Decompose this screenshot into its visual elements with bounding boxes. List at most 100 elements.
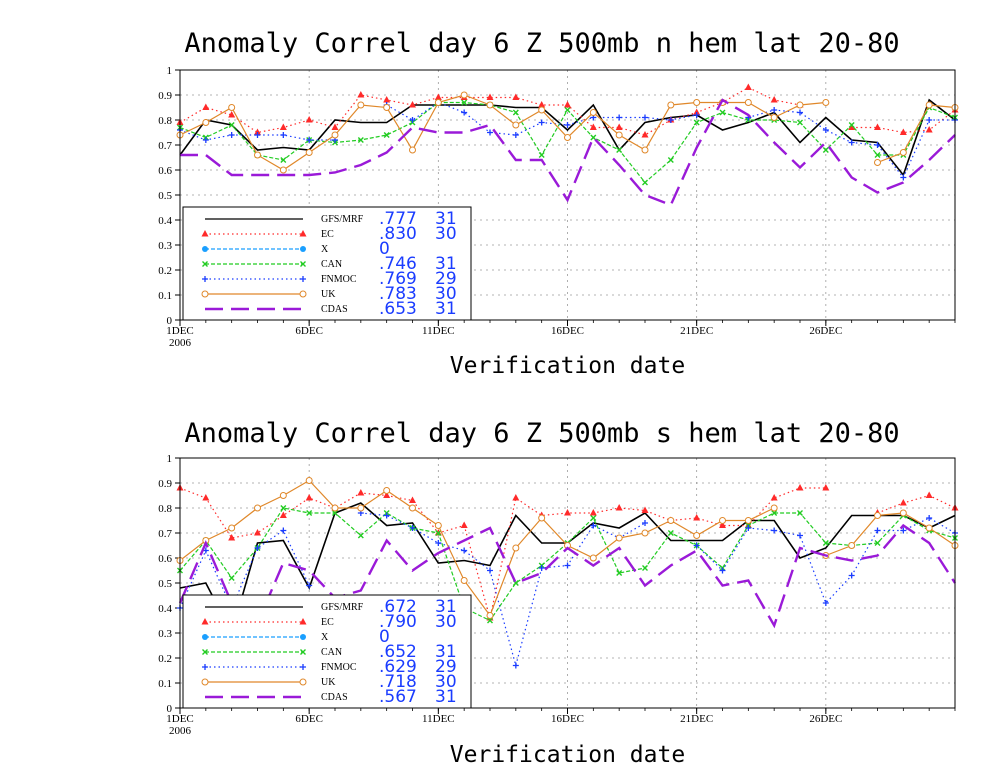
data-point-triangle	[228, 534, 236, 541]
legend-marker-x	[202, 261, 208, 267]
legend-marker-plus	[300, 276, 306, 282]
x-tick-year: 2006	[169, 337, 192, 349]
chart-panel-1: Anomaly Correl day 6 Z 500mb n hem lat 2…	[158, 28, 959, 379]
legend-count: 30	[435, 612, 457, 632]
data-point-open-circle	[279, 492, 287, 499]
data-point-open-circle	[925, 524, 933, 532]
data-point-triangle	[305, 494, 313, 501]
legend-marker-open-circle	[201, 290, 209, 298]
data-point-plus	[900, 174, 907, 181]
data-point-plus	[564, 122, 571, 128]
y-tick-label: 0.4	[158, 215, 172, 227]
legend-label: GFS/MRF	[321, 214, 364, 225]
legend-count: 30	[435, 284, 457, 304]
y-tick-label: 0.4	[158, 603, 172, 615]
data-point-x	[590, 515, 597, 521]
data-point-open-circle	[228, 524, 236, 532]
series-line	[179, 94, 826, 171]
y-tick-label: 0.5	[158, 578, 172, 590]
data-point-plus	[926, 515, 933, 521]
legend-label: EC	[321, 617, 334, 628]
data-point-plus	[616, 114, 623, 121]
data-point-triangle	[383, 96, 391, 103]
plot-frame	[179, 69, 956, 321]
legend-score: .652	[379, 642, 417, 662]
y-tick-label: 0.7	[158, 528, 172, 540]
data-point-x	[616, 147, 623, 153]
data-point-plus	[254, 132, 261, 138]
data-point-open-circle	[228, 104, 236, 111]
data-point-x	[280, 157, 287, 163]
legend-marker-triangle	[201, 618, 209, 625]
data-point-plus	[461, 547, 468, 554]
data-point-plus	[667, 117, 674, 123]
legend-marker-triangle	[299, 230, 307, 237]
data-point-open-circle	[744, 99, 752, 106]
data-point-open-circle	[305, 477, 313, 484]
legend-label: CAN	[321, 259, 342, 270]
data-point-triangle	[564, 101, 571, 108]
data-point-x	[771, 510, 778, 516]
data-point-x	[461, 99, 468, 106]
data-point-x	[874, 152, 881, 158]
data-point-triangle	[641, 131, 649, 138]
data-point-plus	[435, 540, 442, 546]
legend-marker-x	[300, 261, 306, 267]
data-point-open-circle	[460, 577, 468, 584]
legend-score: .653	[379, 299, 417, 319]
series-line	[877, 104, 956, 164]
data-point-x	[667, 530, 674, 536]
data-point-open-circle	[434, 99, 442, 106]
data-point-open-circle	[770, 504, 778, 512]
data-point-triangle	[383, 491, 391, 498]
data-point-triangle	[357, 91, 365, 98]
legend-marker-open-circle	[299, 290, 307, 298]
data-point-x	[797, 510, 803, 516]
legend-count: 31	[435, 299, 457, 319]
x-axis-label: Verification date	[450, 742, 685, 768]
data-point-plus	[306, 582, 313, 589]
data-point-open-circle	[486, 612, 494, 619]
legend-label: X	[321, 632, 329, 643]
data-point-plus	[771, 107, 778, 113]
data-point-triangle	[279, 123, 287, 130]
data-point-open-circle	[486, 101, 494, 109]
data-point-plus	[564, 562, 571, 569]
legend-marker-circle	[300, 634, 306, 640]
legend-marker-circle	[300, 246, 306, 252]
legend-count: 31	[435, 597, 457, 617]
data-point-open-circle	[719, 517, 726, 524]
chart-title: Anomaly Correl day 6 Z 500mb s hem lat 2…	[184, 418, 899, 449]
data-point-open-circle	[357, 101, 365, 109]
data-point-open-circle	[383, 487, 391, 494]
legend-score: .746	[379, 254, 417, 274]
data-point-plus	[900, 527, 907, 534]
data-point-triangle	[693, 108, 701, 115]
data-point-x	[357, 532, 364, 539]
data-point-open-circle	[641, 146, 649, 154]
data-point-triangle	[228, 111, 236, 118]
legend-label: UK	[321, 289, 336, 300]
y-tick-label: 1	[167, 453, 173, 465]
data-point-open-circle	[796, 101, 804, 109]
data-point-plus	[590, 522, 597, 529]
data-point-open-circle	[331, 131, 339, 139]
data-point-triangle	[796, 484, 804, 491]
data-point-plus	[797, 109, 803, 116]
data-point-triangle	[615, 123, 623, 130]
data-point-triangle	[848, 123, 856, 130]
legend-label: UK	[321, 677, 336, 688]
data-point-x	[822, 147, 829, 153]
y-tick-label: 0.9	[158, 478, 172, 490]
legend: GFS/MRF .672 31 EC .790 30 X 0 CAN .652 31 FNMOC .62…	[182, 594, 472, 709]
data-point-plus	[874, 142, 881, 148]
data-point-plus	[280, 132, 287, 138]
legend-marker-plus	[300, 664, 306, 670]
data-point-triangle	[719, 521, 726, 528]
data-point-plus	[409, 525, 416, 531]
data-point-open-circle	[874, 159, 881, 166]
data-point-x	[487, 617, 493, 624]
data-point-triangle	[770, 96, 778, 103]
data-point-plus	[771, 527, 778, 534]
plot-frame	[179, 457, 956, 709]
